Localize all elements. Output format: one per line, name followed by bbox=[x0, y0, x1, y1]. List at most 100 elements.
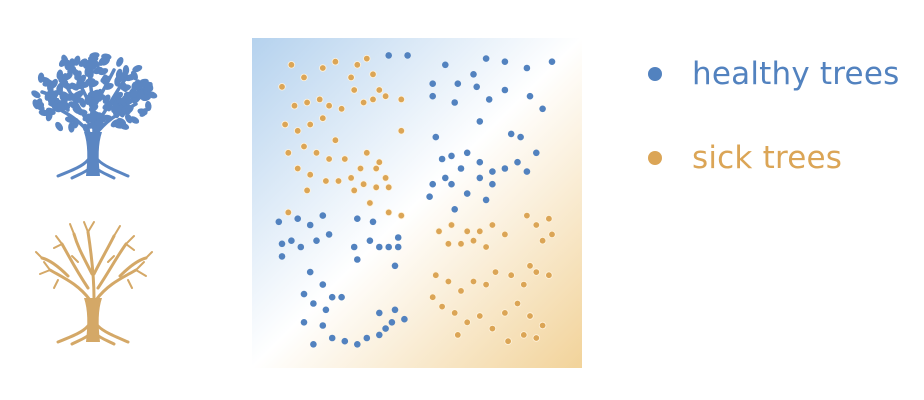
legend-marker-sick bbox=[648, 151, 662, 165]
point-healthy-2 bbox=[429, 80, 436, 87]
point-healthy-6 bbox=[482, 55, 490, 62]
point-healthy-24 bbox=[463, 149, 471, 157]
point-healthy-66 bbox=[338, 293, 345, 301]
point-healthy-75 bbox=[382, 325, 389, 332]
point-sick-85 bbox=[520, 331, 528, 339]
point-sick-59 bbox=[444, 240, 453, 248]
point-sick-4 bbox=[331, 58, 340, 66]
point-sick-2 bbox=[278, 83, 286, 91]
point-healthy-22 bbox=[448, 152, 455, 160]
point-sick-54 bbox=[488, 221, 497, 229]
point-sick-41 bbox=[384, 183, 393, 191]
point-sick-75 bbox=[526, 262, 534, 270]
point-healthy-0 bbox=[385, 52, 392, 59]
point-sick-79 bbox=[476, 312, 484, 320]
point-sick-17 bbox=[369, 95, 377, 104]
point-sick-47 bbox=[284, 208, 292, 217]
point-sick-45 bbox=[303, 186, 311, 195]
point-sick-30 bbox=[294, 164, 302, 173]
point-sick-27 bbox=[325, 155, 333, 163]
point-sick-37 bbox=[372, 164, 380, 173]
point-healthy-34 bbox=[489, 180, 496, 188]
point-healthy-28 bbox=[514, 158, 521, 166]
point-healthy-67 bbox=[300, 319, 308, 326]
point-healthy-64 bbox=[310, 300, 317, 307]
point-sick-86 bbox=[504, 337, 512, 345]
point-healthy-11 bbox=[454, 80, 462, 87]
point-healthy-1 bbox=[404, 52, 411, 59]
point-sick-89 bbox=[454, 331, 462, 339]
point-healthy-19 bbox=[517, 133, 524, 141]
point-healthy-72 bbox=[363, 334, 371, 342]
point-healthy-58 bbox=[354, 256, 361, 263]
point-sick-84 bbox=[538, 321, 547, 330]
point-sick-66 bbox=[444, 277, 453, 286]
point-healthy-68 bbox=[319, 322, 327, 329]
point-healthy-62 bbox=[300, 290, 308, 298]
point-healthy-15 bbox=[526, 92, 534, 100]
point-sick-36 bbox=[363, 149, 371, 157]
point-healthy-10 bbox=[429, 92, 436, 100]
point-healthy-7 bbox=[501, 58, 509, 65]
legend-item-sick: sick trees bbox=[648, 138, 842, 178]
point-healthy-40 bbox=[275, 218, 283, 226]
point-sick-67 bbox=[457, 287, 465, 295]
legend-marker-healthy bbox=[648, 67, 662, 81]
point-sick-50 bbox=[435, 227, 443, 235]
point-sick-82 bbox=[513, 299, 522, 308]
point-sick-53 bbox=[476, 227, 484, 235]
point-sick-1 bbox=[300, 73, 308, 82]
point-healthy-18 bbox=[507, 130, 515, 138]
point-sick-20 bbox=[281, 120, 289, 129]
point-healthy-73 bbox=[310, 341, 317, 348]
point-sick-21 bbox=[294, 127, 302, 135]
point-sick-83 bbox=[526, 312, 534, 320]
point-sick-11 bbox=[303, 98, 311, 107]
point-sick-44 bbox=[397, 211, 405, 220]
point-healthy-76 bbox=[388, 319, 396, 326]
point-sick-81 bbox=[501, 309, 509, 317]
point-healthy-79 bbox=[391, 306, 399, 314]
point-sick-87 bbox=[532, 334, 540, 342]
point-sick-69 bbox=[482, 280, 490, 289]
point-healthy-71 bbox=[354, 341, 361, 348]
point-sick-0 bbox=[287, 61, 296, 69]
point-sick-35 bbox=[356, 164, 365, 173]
point-healthy-69 bbox=[328, 334, 336, 342]
point-sick-57 bbox=[532, 221, 540, 229]
point-healthy-45 bbox=[278, 240, 286, 248]
point-sick-64 bbox=[548, 230, 556, 239]
point-sick-88 bbox=[428, 293, 437, 301]
point-sick-76 bbox=[438, 302, 446, 311]
scatter-plot bbox=[252, 38, 582, 368]
point-healthy-26 bbox=[489, 168, 496, 175]
point-healthy-9 bbox=[548, 58, 556, 65]
point-sick-60 bbox=[457, 240, 465, 248]
point-sick-80 bbox=[488, 324, 497, 333]
point-healthy-77 bbox=[401, 315, 408, 323]
point-sick-31 bbox=[306, 170, 314, 179]
point-sick-55 bbox=[501, 230, 509, 239]
point-sick-56 bbox=[523, 211, 531, 220]
point-healthy-16 bbox=[539, 105, 546, 113]
point-sick-52 bbox=[463, 227, 471, 235]
point-sick-38 bbox=[381, 174, 390, 182]
point-sick-7 bbox=[363, 54, 371, 63]
point-sick-16 bbox=[359, 98, 368, 107]
point-healthy-33 bbox=[476, 174, 484, 182]
point-sick-22 bbox=[306, 120, 314, 129]
point-sick-3 bbox=[319, 64, 327, 72]
point-sick-40 bbox=[372, 183, 380, 191]
legend-item-healthy: healthy trees bbox=[648, 54, 899, 94]
point-healthy-43 bbox=[306, 221, 314, 229]
point-sick-15 bbox=[350, 86, 358, 94]
point-sick-9 bbox=[375, 86, 383, 94]
point-healthy-60 bbox=[306, 268, 314, 276]
point-sick-34 bbox=[347, 174, 355, 182]
point-healthy-65 bbox=[322, 306, 330, 314]
point-healthy-14 bbox=[501, 86, 509, 94]
point-healthy-36 bbox=[426, 193, 433, 200]
point-sick-63 bbox=[538, 236, 547, 245]
legend-label-healthy: healthy trees bbox=[692, 56, 900, 92]
point-healthy-17 bbox=[476, 118, 484, 125]
